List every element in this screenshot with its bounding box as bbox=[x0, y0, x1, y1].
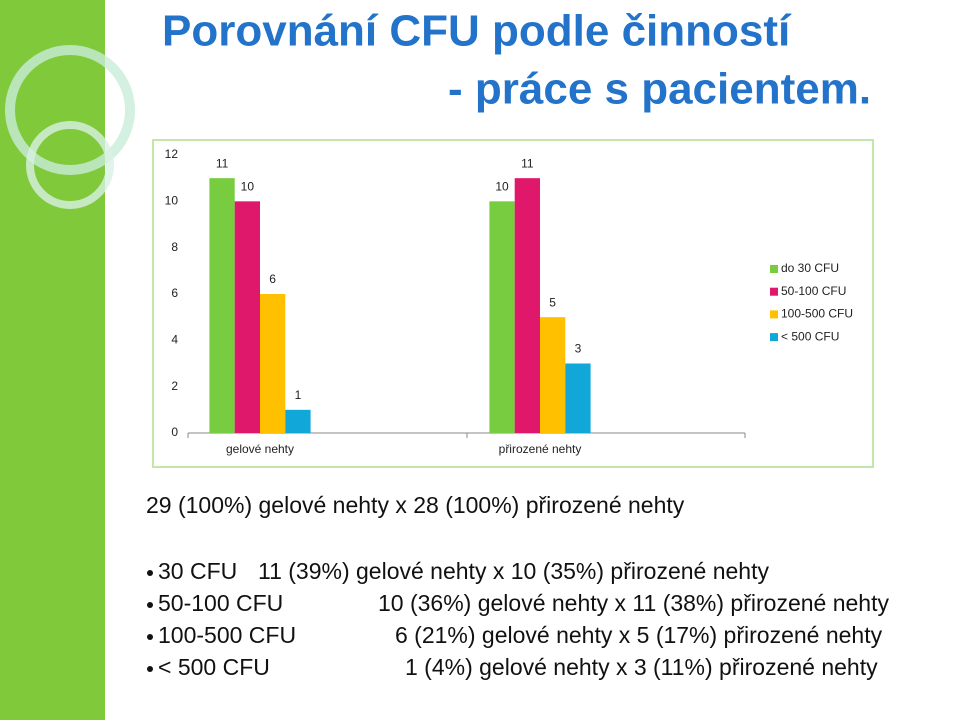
bar bbox=[514, 178, 540, 433]
y-tick-label: 2 bbox=[171, 379, 178, 393]
legend-label: 100-500 CFU bbox=[781, 307, 853, 321]
y-tick-label: 10 bbox=[165, 194, 179, 208]
bullet-text: 10 (36%) gelové nehty x 11 (38%) přiroze… bbox=[378, 590, 889, 616]
bar bbox=[260, 294, 286, 433]
summary: 29 (100%) gelové nehty x 28 (100%) přiro… bbox=[146, 492, 685, 518]
slide-title: - práce s pacientem. bbox=[448, 65, 871, 114]
bullet bbox=[147, 634, 153, 640]
side-strip bbox=[0, 0, 105, 720]
x-tick-label: přirozené nehty bbox=[499, 442, 582, 456]
data-label: 10 bbox=[241, 180, 255, 194]
bullet bbox=[147, 570, 153, 576]
legend-swatch bbox=[770, 310, 778, 319]
data-label: 10 bbox=[495, 180, 509, 194]
bullet bbox=[147, 602, 153, 608]
bar bbox=[489, 201, 515, 433]
bullet-text: 1 (4%) gelové nehty x 3 (11%) přirozené … bbox=[405, 654, 878, 680]
bullet-text: 6 (21%) gelové nehty x 5 (17%) přirozené… bbox=[395, 622, 883, 648]
legend-label: do 30 CFU bbox=[781, 261, 839, 275]
legend-label: < 500 CFU bbox=[781, 329, 839, 343]
data-label: 11 bbox=[521, 156, 534, 170]
bullet-label: < 500 CFU bbox=[158, 654, 270, 680]
slide-title: Porovnání CFU podle činností bbox=[162, 7, 792, 56]
data-label: 3 bbox=[575, 342, 582, 356]
bullet-label: 30 CFU bbox=[158, 558, 237, 584]
y-tick-label: 6 bbox=[171, 286, 178, 300]
legend-label: 50-100 CFU bbox=[781, 284, 846, 298]
bar bbox=[565, 363, 591, 433]
bullet-label: 100-500 CFU bbox=[158, 622, 296, 648]
decor-circle bbox=[26, 121, 114, 209]
y-tick-label: 12 bbox=[165, 147, 179, 161]
data-label: 1 bbox=[295, 388, 302, 402]
data-label: 11 bbox=[216, 156, 229, 170]
bar bbox=[234, 201, 260, 433]
bullet-label: 50-100 CFU bbox=[158, 590, 283, 616]
legend-swatch bbox=[770, 287, 778, 296]
legend-swatch bbox=[770, 333, 778, 342]
bullet bbox=[147, 666, 153, 672]
bar bbox=[285, 409, 311, 433]
bar bbox=[540, 317, 566, 433]
x-tick-label: gelové nehty bbox=[226, 442, 294, 456]
y-tick-label: 0 bbox=[171, 425, 178, 439]
bullet-text: 11 (39%) gelové nehty x 10 (35%) přiroze… bbox=[258, 558, 769, 584]
bar bbox=[209, 178, 235, 433]
data-label: 6 bbox=[269, 272, 276, 286]
y-tick-label: 4 bbox=[171, 333, 178, 347]
decor-circle bbox=[5, 45, 135, 175]
legend-swatch bbox=[770, 265, 778, 273]
y-tick-label: 8 bbox=[171, 240, 178, 254]
data-label: 5 bbox=[549, 295, 556, 309]
